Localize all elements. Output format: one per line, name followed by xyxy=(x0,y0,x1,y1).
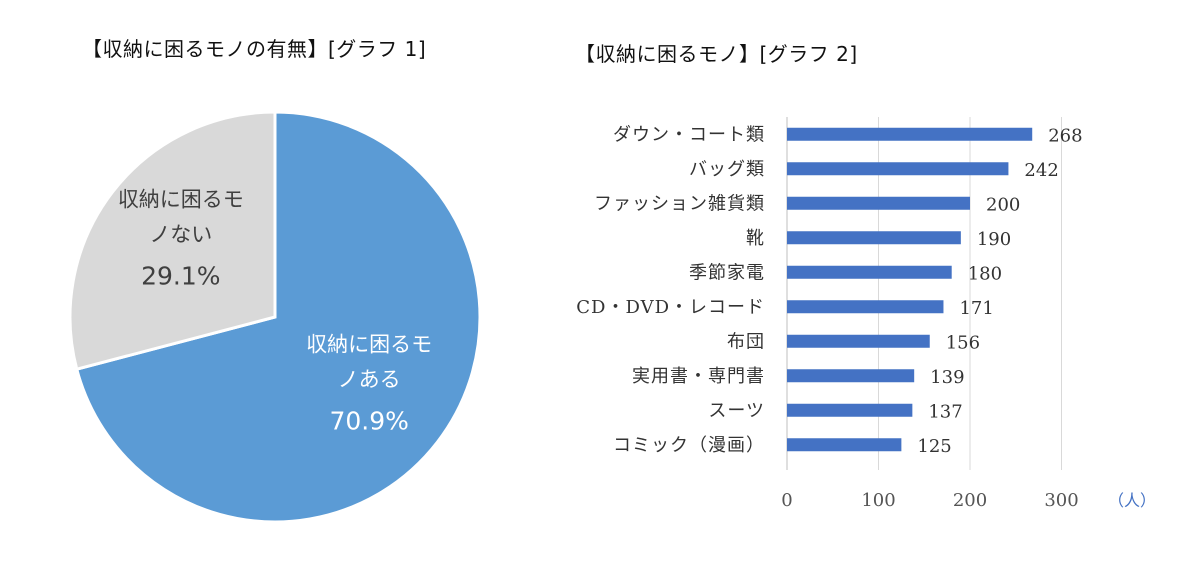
bar xyxy=(787,438,902,452)
data-label: 200 xyxy=(986,194,1020,215)
category-label: 季節家電 xyxy=(689,262,765,283)
category-label: CD・DVD・レコード xyxy=(576,297,765,318)
pie-slice-percent: 29.1% xyxy=(141,261,220,290)
x-tick-label: 300 xyxy=(1044,490,1078,511)
data-label: 171 xyxy=(959,298,993,319)
x-axis-unit-label: （人） xyxy=(1108,491,1156,510)
bar xyxy=(787,196,970,210)
bar xyxy=(787,127,1033,141)
category-label: 実用書・専門書 xyxy=(632,366,765,387)
bar xyxy=(787,334,930,348)
data-label: 156 xyxy=(946,332,980,353)
pie-slice xyxy=(74,110,482,524)
bar xyxy=(787,265,952,279)
bar-chart-title: 【収納に困るモノ】[グラフ 2] xyxy=(575,42,858,66)
x-tick-label: 100 xyxy=(861,490,895,511)
pie-chart-title: 【収納に困るモノの有無】[グラフ 1] xyxy=(82,37,427,61)
pie-slice-percent: 70.9% xyxy=(329,407,408,436)
category-label: コミック（漫画） xyxy=(613,435,765,456)
bar xyxy=(787,403,913,417)
pie-slice xyxy=(68,110,277,372)
x-tick-label: 0 xyxy=(781,490,792,511)
category-label: ファッション雑貨類 xyxy=(594,193,765,214)
data-label: 190 xyxy=(977,229,1011,250)
data-label: 125 xyxy=(917,436,951,457)
category-label: 布団 xyxy=(727,331,765,352)
data-label: 242 xyxy=(1024,160,1058,181)
x-tick-label: 200 xyxy=(953,490,987,511)
data-label: 180 xyxy=(968,263,1002,284)
category-label: スーツ xyxy=(708,400,765,421)
category-label: 靴 xyxy=(746,228,765,249)
pie-slice-label: 収納に困るモ xyxy=(306,333,432,357)
category-label: ダウン・コート類 xyxy=(613,124,765,145)
data-label: 139 xyxy=(930,367,964,388)
category-label: バッグ類 xyxy=(689,159,765,180)
bar xyxy=(787,162,1009,176)
pie-slice-label: ノない xyxy=(149,222,212,246)
bar xyxy=(787,300,944,314)
pie-slice-label: ノある xyxy=(338,368,401,392)
data-label: 137 xyxy=(928,401,962,422)
bar xyxy=(787,369,915,383)
bar xyxy=(787,231,961,245)
data-label: 268 xyxy=(1048,125,1082,146)
pie-slice-label: 収納に困るモ xyxy=(118,187,244,211)
